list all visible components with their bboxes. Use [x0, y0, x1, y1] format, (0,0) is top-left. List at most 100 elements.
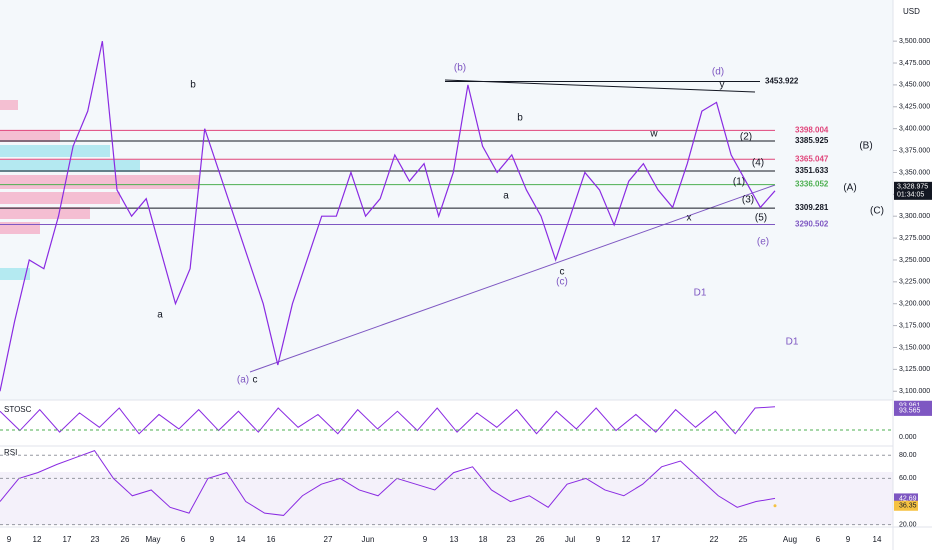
- price-line: [0, 41, 776, 392]
- trendline: [249, 184, 776, 373]
- level-label: 3351.633: [795, 166, 829, 175]
- x-tick-label: 13: [450, 535, 459, 544]
- x-tick-label: 12: [33, 535, 42, 544]
- x-tick-label: 17: [63, 535, 72, 544]
- y-tick-label: 3,250.000: [899, 257, 930, 264]
- level-label: 3365.047: [795, 154, 829, 163]
- wave-label: D1: [786, 337, 799, 348]
- y-tick-label: 3,275.000: [899, 235, 930, 242]
- price-tag-label: 3,328.975: [897, 184, 928, 191]
- rsi-tag: [894, 500, 918, 511]
- x-tick-label: Jul: [565, 535, 575, 544]
- stoch-title: STOSC: [4, 405, 32, 414]
- wave-label: c: [253, 375, 258, 386]
- stoch-tag: [894, 400, 932, 411]
- price-tag: [894, 181, 932, 200]
- vp-bar: [0, 145, 110, 157]
- vp-bar: [0, 175, 200, 189]
- wave-label: x: [687, 213, 692, 224]
- rsi-line: [0, 450, 776, 516]
- rsi-tick-label: 60.00: [899, 475, 917, 482]
- wave-label: w: [649, 129, 658, 140]
- x-tick-label: 25: [739, 535, 748, 544]
- x-tick-label: 27: [324, 535, 333, 544]
- y-tick-label: 3,150.000: [899, 344, 930, 351]
- x-tick-label: 26: [121, 535, 130, 544]
- wave-label: c: [560, 267, 565, 278]
- stoch-line: [0, 406, 776, 435]
- vp-bar: [0, 192, 120, 204]
- stoch-tick-label: 0.000: [899, 434, 917, 441]
- rsi-tick-label: 20.00: [899, 522, 917, 529]
- wave-label: (2): [740, 132, 752, 143]
- wave-label: (C): [870, 206, 884, 217]
- vp-bar: [0, 160, 140, 172]
- y-tick-label: 3,500.000: [899, 38, 930, 45]
- vp-bar: [0, 130, 60, 142]
- rsi-tick-label: 36.35: [899, 503, 917, 510]
- vp-bar: [0, 100, 18, 110]
- x-tick-label: 14: [237, 535, 246, 544]
- wave-label: (b): [454, 63, 466, 74]
- y-tick-label: 3,175.000: [899, 322, 930, 329]
- wave-label: (c): [556, 277, 568, 288]
- y-tick-label: 3,425.000: [899, 104, 930, 111]
- rsi-title: RSI: [4, 448, 17, 457]
- x-tick-label: 9: [423, 535, 428, 544]
- stoch-tick-label: 93.565: [899, 408, 921, 415]
- vp-bar: [0, 207, 90, 219]
- wave-label: (d): [712, 67, 724, 78]
- y-tick-label: 3,375.000: [899, 147, 930, 154]
- x-tick-label: 9: [210, 535, 215, 544]
- y-tick-label: 3,400.000: [899, 126, 930, 133]
- level-label: 3336.052: [795, 180, 829, 189]
- x-tick-label: 14: [873, 535, 882, 544]
- y-tick-label: 3,450.000: [899, 82, 930, 89]
- wave-label: (e): [757, 237, 769, 248]
- level-label: 3453.922: [765, 77, 799, 86]
- wave-label: (5): [755, 213, 767, 224]
- level-label: 3398.004: [795, 126, 829, 135]
- wave-label: a: [157, 310, 163, 321]
- x-tick-label: 9: [846, 535, 851, 544]
- level-label: 3385.925: [795, 136, 829, 145]
- rsi-tick-label: 42.69: [899, 495, 917, 502]
- wave-label: (4): [752, 158, 764, 169]
- y-tick-label: 3,350.000: [899, 169, 930, 176]
- rsi-band: [0, 472, 893, 525]
- x-tick-label: 18: [479, 535, 488, 544]
- wave-label: (B): [859, 141, 872, 152]
- main-pane: [0, 0, 893, 400]
- x-tick-label: 23: [507, 535, 516, 544]
- wave-label: (a): [237, 375, 249, 386]
- rsi-tick-label: 80.00: [899, 452, 917, 459]
- x-tick-label: 23: [91, 535, 100, 544]
- y-tick-label: 3,200.000: [899, 301, 930, 308]
- stoch-tag: [894, 405, 932, 416]
- x-tick-label: 17: [652, 535, 661, 544]
- x-tick-label: 16: [267, 535, 276, 544]
- wave-label: b: [190, 80, 196, 91]
- rsi-ma: [773, 504, 777, 508]
- x-tick-label: Jun: [362, 535, 375, 544]
- countdown: 01:34:05: [897, 192, 924, 199]
- x-tick-label: 6: [181, 535, 186, 544]
- x-tick-label: 9: [7, 535, 12, 544]
- vp-bar: [0, 268, 30, 280]
- vp-bar: [0, 222, 40, 234]
- wave-label: D1: [694, 288, 707, 299]
- wave-label: b: [517, 113, 523, 124]
- x-tick-label: Aug: [783, 535, 797, 544]
- y-tick-label: 3,125.000: [899, 366, 930, 373]
- y-tick-label: 3,100.000: [899, 388, 930, 395]
- x-tick-label: 9: [596, 535, 601, 544]
- x-tick-label: May: [145, 535, 160, 544]
- x-tick-label: 12: [622, 535, 631, 544]
- currency: USD: [903, 7, 920, 16]
- x-tick-label: 6: [816, 535, 821, 544]
- wave-label: (A): [843, 183, 856, 194]
- x-tick-label: 26: [536, 535, 545, 544]
- level-label: 3290.502: [795, 220, 829, 229]
- rsi-tag: [894, 493, 918, 504]
